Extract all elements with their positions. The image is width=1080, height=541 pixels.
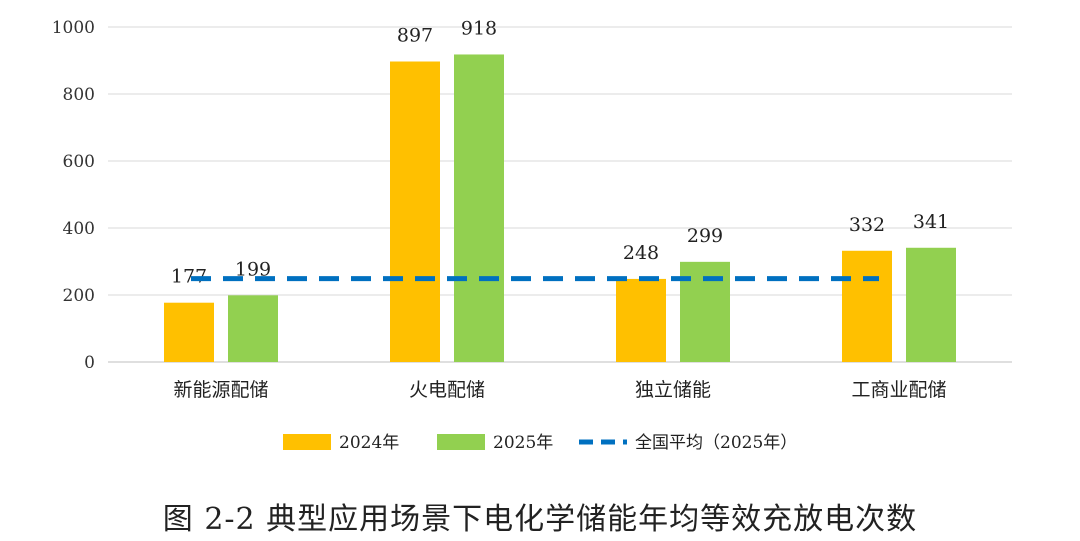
data-label: 248 [623,242,659,264]
data-label: 918 [461,17,497,39]
y-tick-label: 800 [63,85,95,105]
legend-swatch [283,434,331,450]
data-label: 299 [687,225,723,247]
chart-title: 图 2-2 典型应用场景下电化学储能年均等效充放电次数 [162,502,918,537]
legend-swatch [437,434,485,450]
data-label: 897 [397,25,433,47]
legend-label: 全国平均（2025年） [635,433,797,453]
legend-label: 2024年 [339,433,399,453]
chart: 0 200 400 600 800 1000 177 199 新能源配储 897 918 火电配储 24… [52,17,1012,453]
data-label: 332 [849,214,885,236]
category-label: 新能源配储 [173,379,268,401]
bar [906,247,956,362]
y-tick-label: 0 [84,353,95,373]
category-label: 工商业配储 [851,379,946,401]
data-label: 177 [171,266,207,288]
y-tick-label: 1000 [52,18,95,38]
bar [454,54,504,362]
bar [842,250,892,362]
category-label: 独立储能 [635,379,711,401]
y-tick-label: 200 [63,286,95,306]
bar [228,295,278,362]
bar [390,61,440,362]
bar [164,302,214,362]
data-label: 199 [235,258,271,280]
y-tick-label: 400 [63,219,95,239]
category-label: 火电配储 [409,379,485,401]
data-label: 341 [913,211,949,233]
legend-label: 2025年 [493,433,553,453]
y-tick-label: 600 [63,152,95,172]
bar [616,278,666,362]
